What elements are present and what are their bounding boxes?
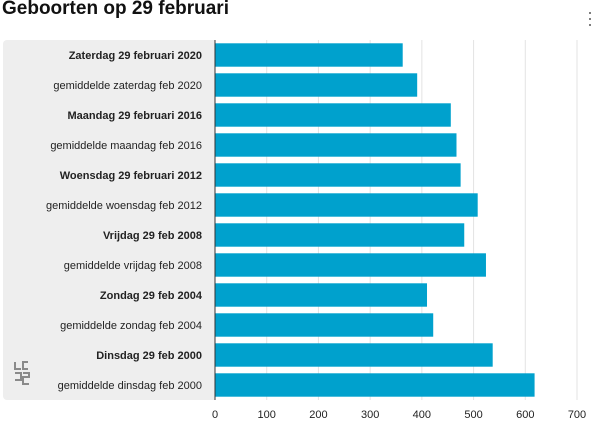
category-label: Vrijdag 29 feb 2008 <box>103 230 202 242</box>
category-label: gemiddelde maandag feb 2016 <box>50 140 202 152</box>
x-tick-label: 600 <box>516 409 534 421</box>
bar[interactable] <box>215 343 493 367</box>
category-label: Dinsdag 29 feb 2000 <box>96 350 202 362</box>
bar[interactable] <box>215 193 478 217</box>
category-label: gemiddelde vrijdag feb 2008 <box>64 260 202 272</box>
x-tick-label: 500 <box>464 409 482 421</box>
bar[interactable] <box>215 283 428 307</box>
bar[interactable] <box>215 313 434 337</box>
bar[interactable] <box>215 43 403 67</box>
x-tick-label: 300 <box>361 409 379 421</box>
category-label: gemiddelde woensdag feb 2012 <box>46 200 202 212</box>
category-label: gemiddelde dinsdag feb 2000 <box>58 380 202 392</box>
bar[interactable] <box>215 103 451 127</box>
kebab-menu-icon[interactable] <box>588 12 592 26</box>
category-label: gemiddelde zondag feb 2004 <box>60 320 202 332</box>
x-tick-label: 0 <box>212 409 218 421</box>
category-label: Zaterdag 29 februari 2020 <box>69 50 202 62</box>
bar[interactable] <box>215 163 461 187</box>
bar[interactable] <box>215 253 486 277</box>
category-label-panel <box>3 40 215 400</box>
bar[interactable] <box>215 133 457 157</box>
chart-title: Geboorten op 29 februari <box>2 0 229 19</box>
category-label: Maandag 29 februari 2016 <box>67 110 202 122</box>
x-tick-label: 700 <box>568 409 586 421</box>
category-label: gemiddelde zaterdag feb 2020 <box>53 80 202 92</box>
x-tick-label: 400 <box>413 409 431 421</box>
x-tick-label: 100 <box>258 409 276 421</box>
category-label: Zondag 29 feb 2004 <box>100 290 203 302</box>
cbs-logo-icon <box>14 361 30 385</box>
category-label: Woensdag 29 februari 2012 <box>60 170 202 182</box>
bar[interactable] <box>215 373 535 397</box>
bar[interactable] <box>215 73 418 97</box>
x-tick-label: 200 <box>309 409 327 421</box>
bar[interactable] <box>215 223 465 247</box>
